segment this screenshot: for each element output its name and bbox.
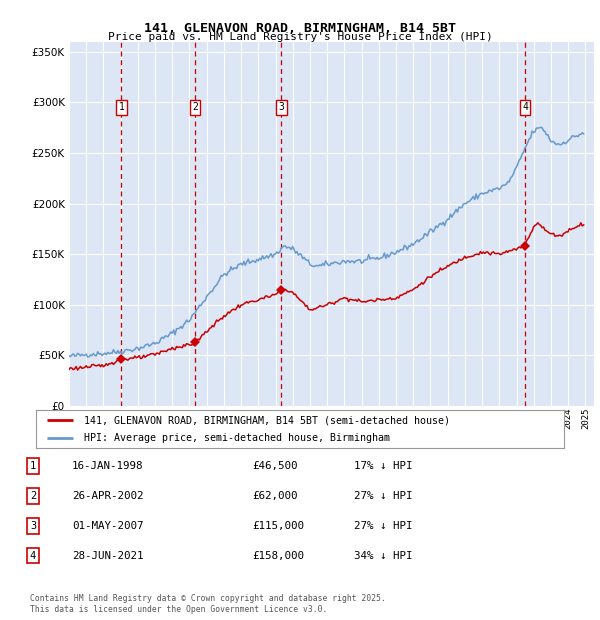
Text: £158,000: £158,000 [252, 551, 304, 560]
Text: 27% ↓ HPI: 27% ↓ HPI [354, 491, 413, 501]
Text: 1: 1 [30, 461, 36, 471]
Text: 4: 4 [30, 551, 36, 560]
Text: 01-MAY-2007: 01-MAY-2007 [72, 521, 143, 531]
Text: 3: 3 [30, 521, 36, 531]
Text: 34% ↓ HPI: 34% ↓ HPI [354, 551, 413, 560]
Text: 2: 2 [192, 102, 198, 112]
Text: £115,000: £115,000 [252, 521, 304, 531]
Text: 2: 2 [30, 491, 36, 501]
Text: 141, GLENAVON ROAD, BIRMINGHAM, B14 5BT: 141, GLENAVON ROAD, BIRMINGHAM, B14 5BT [144, 22, 456, 35]
Text: 3: 3 [278, 102, 284, 112]
Text: 27% ↓ HPI: 27% ↓ HPI [354, 521, 413, 531]
Text: 17% ↓ HPI: 17% ↓ HPI [354, 461, 413, 471]
Text: HPI: Average price, semi-detached house, Birmingham: HPI: Average price, semi-detached house,… [83, 433, 389, 443]
Text: 141, GLENAVON ROAD, BIRMINGHAM, B14 5BT (semi-detached house): 141, GLENAVON ROAD, BIRMINGHAM, B14 5BT … [83, 415, 449, 425]
Text: 1: 1 [118, 102, 124, 112]
Text: £62,000: £62,000 [252, 491, 298, 501]
Text: Price paid vs. HM Land Registry's House Price Index (HPI): Price paid vs. HM Land Registry's House … [107, 32, 493, 42]
Text: Contains HM Land Registry data © Crown copyright and database right 2025.
This d: Contains HM Land Registry data © Crown c… [30, 595, 386, 614]
Text: 28-JUN-2021: 28-JUN-2021 [72, 551, 143, 560]
Text: £46,500: £46,500 [252, 461, 298, 471]
Text: 4: 4 [522, 102, 528, 112]
Text: 16-JAN-1998: 16-JAN-1998 [72, 461, 143, 471]
Text: 26-APR-2002: 26-APR-2002 [72, 491, 143, 501]
